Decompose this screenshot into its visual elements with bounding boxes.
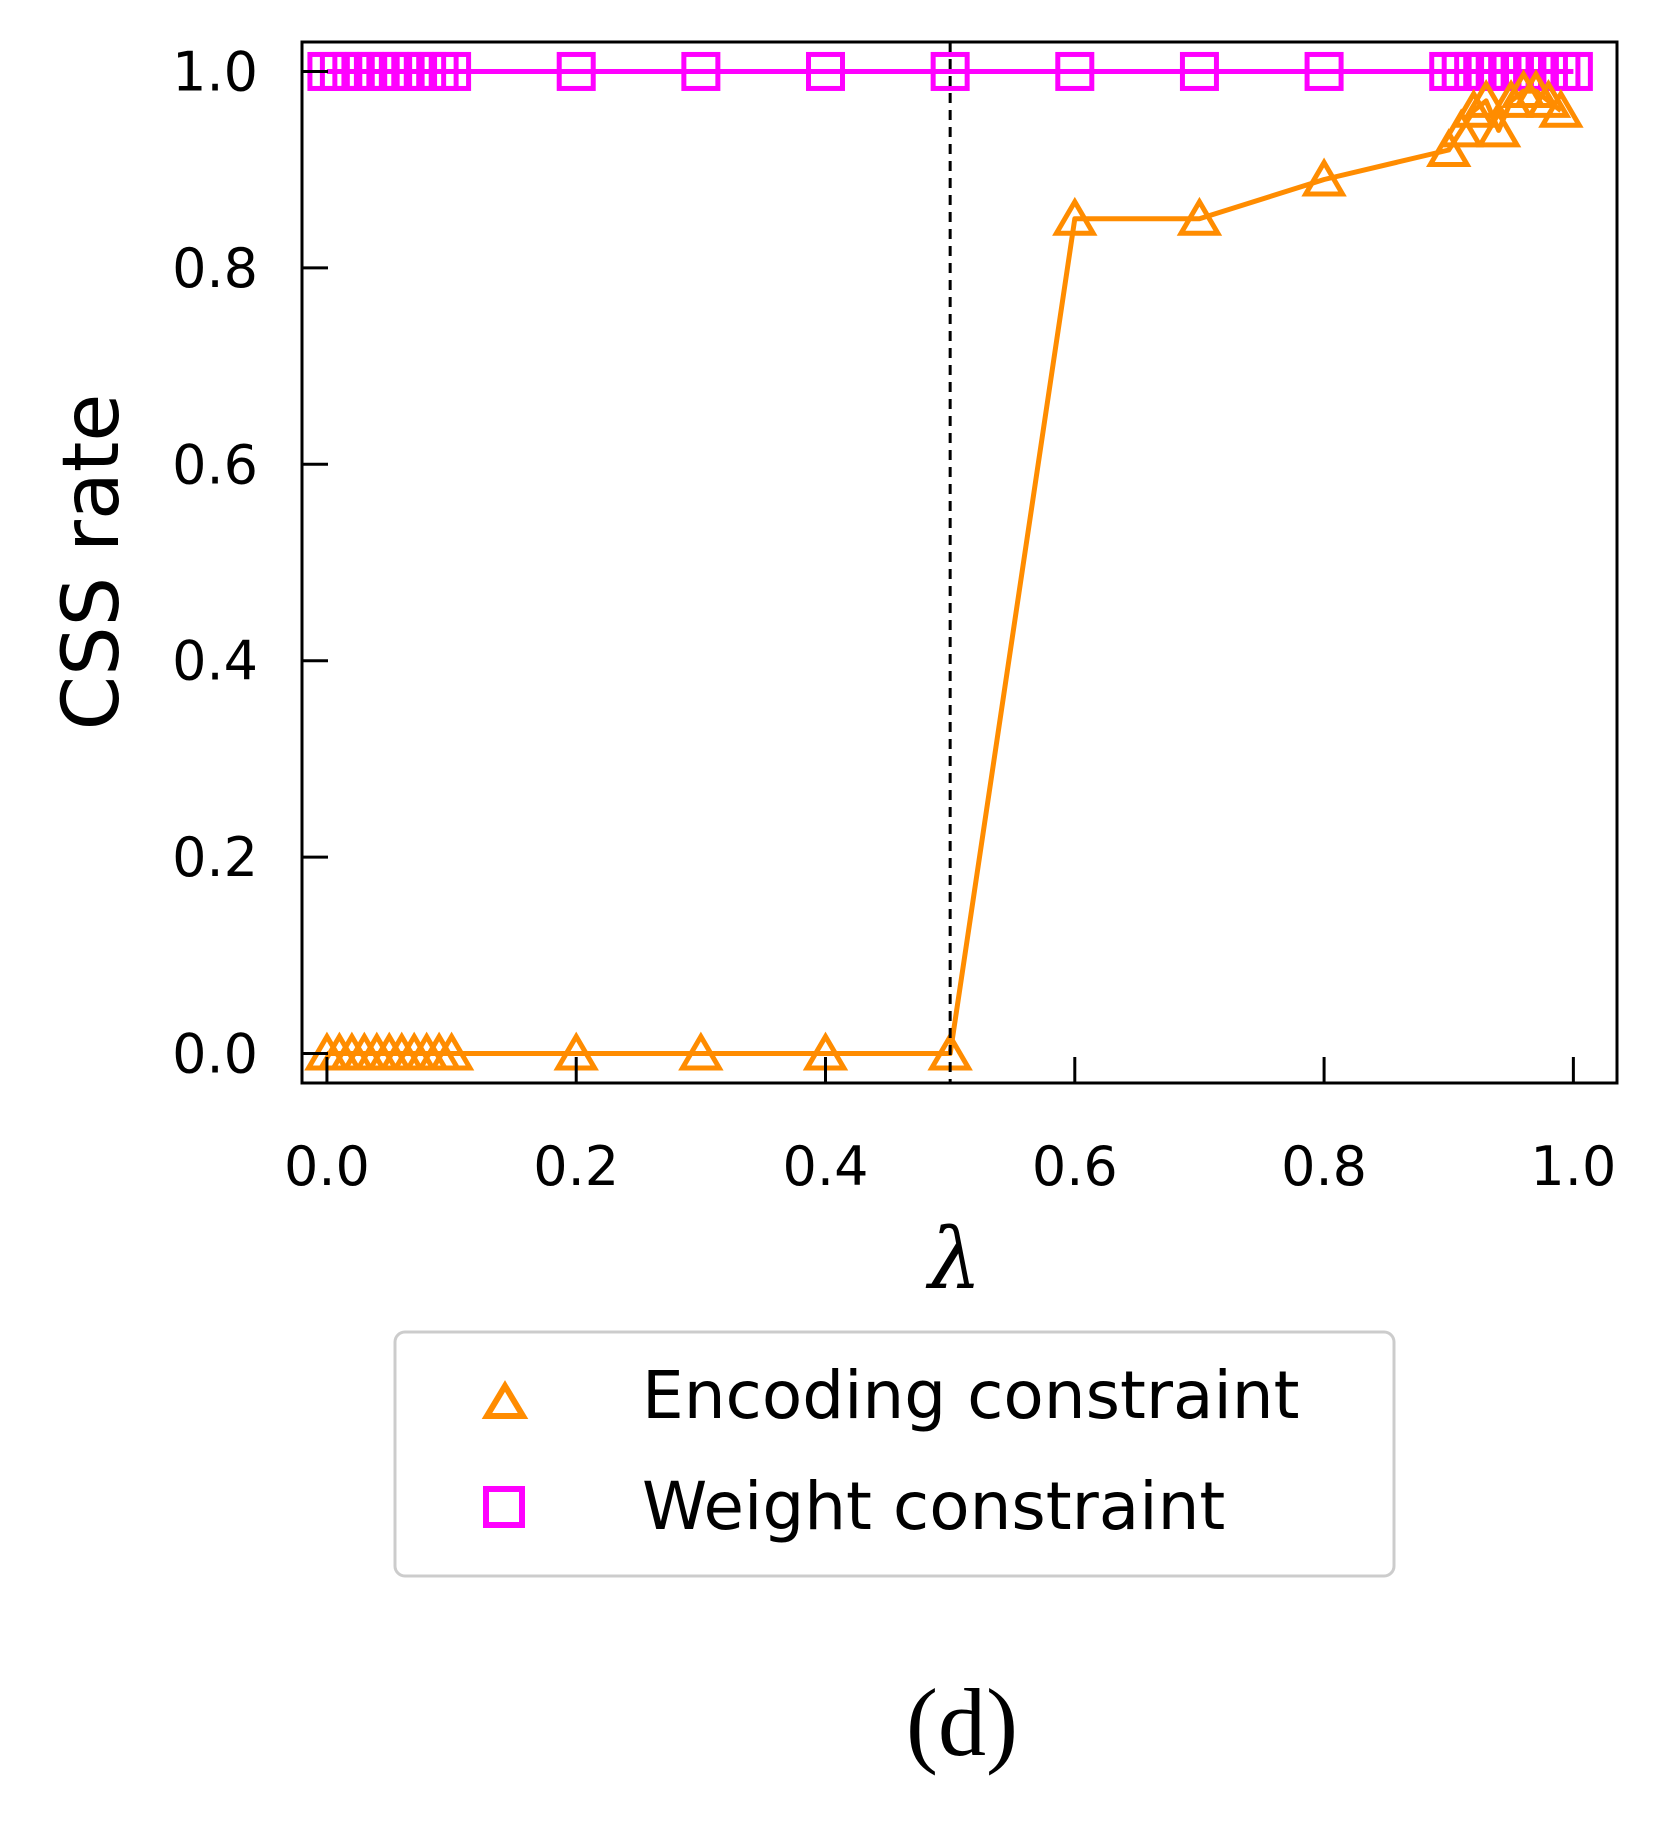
- x-tick-label: 0.8: [1281, 1135, 1367, 1198]
- x-axis-title: λ: [925, 1210, 981, 1308]
- figure-caption: (d): [906, 1669, 1018, 1776]
- y-tick-label: 0.8: [172, 237, 258, 300]
- legend-box: [393, 1330, 1396, 1578]
- data-point-weight: [806, 51, 846, 91]
- y-tick-label: 0.2: [172, 826, 258, 889]
- x-tick-label: 0.2: [533, 1135, 619, 1198]
- data-point-weight: [1055, 51, 1095, 91]
- y-tick-label: 1.0: [172, 40, 258, 103]
- data-point-encoding: [1475, 108, 1522, 148]
- y-axis-title: CSS rate: [47, 394, 137, 731]
- data-point-encoding: [1538, 88, 1584, 128]
- data-point-encoding: [1301, 157, 1347, 197]
- data-point-encoding: [1052, 196, 1098, 236]
- data-point-weight: [1179, 51, 1219, 91]
- x-tick-label: 1.0: [1530, 1135, 1616, 1198]
- data-point-encoding: [678, 1031, 724, 1071]
- legend-label-encoding: Encoding constraint: [642, 1357, 1300, 1434]
- x-tick-label: 0.4: [783, 1135, 869, 1198]
- plot-frame: [300, 40, 1619, 1085]
- x-tick-label: 0.6: [1032, 1135, 1118, 1198]
- axes-layer: 0.0 0.2 0.4 0.6 0.8 1.0 0.0 0.2 0.4 0.6 0.8 1.0: [172, 40, 1616, 1198]
- x-tick-label: 0.0: [284, 1135, 370, 1198]
- legend-triangle-marker: [481, 1380, 529, 1419]
- legend-square-marker: [483, 1486, 525, 1528]
- data-point-weight: [1304, 51, 1344, 91]
- data-point-weight: [930, 51, 970, 91]
- series-layer: [304, 51, 1593, 1071]
- y-tick-label: 0.0: [172, 1023, 258, 1086]
- legend-label-weight: Weight constraint: [642, 1468, 1225, 1545]
- data-point-encoding: [1463, 78, 1509, 118]
- data-point-encoding: [428, 1031, 475, 1071]
- y-tick-label: 0.6: [172, 433, 258, 496]
- data-point-encoding: [1438, 108, 1484, 148]
- series-line-encoding: [326, 88, 1563, 1056]
- data-point-encoding: [1450, 88, 1497, 128]
- data-point-encoding: [1426, 128, 1472, 167]
- data-point-weight: [681, 51, 721, 91]
- y-tick-label: 0.4: [172, 630, 258, 693]
- legend: Encoding constraint Weight constraint: [393, 1330, 1396, 1578]
- data-point-encoding: [1176, 196, 1223, 236]
- data-point-weight: [432, 51, 472, 91]
- data-point-weight: [1553, 51, 1593, 91]
- data-point-weight: [556, 51, 596, 91]
